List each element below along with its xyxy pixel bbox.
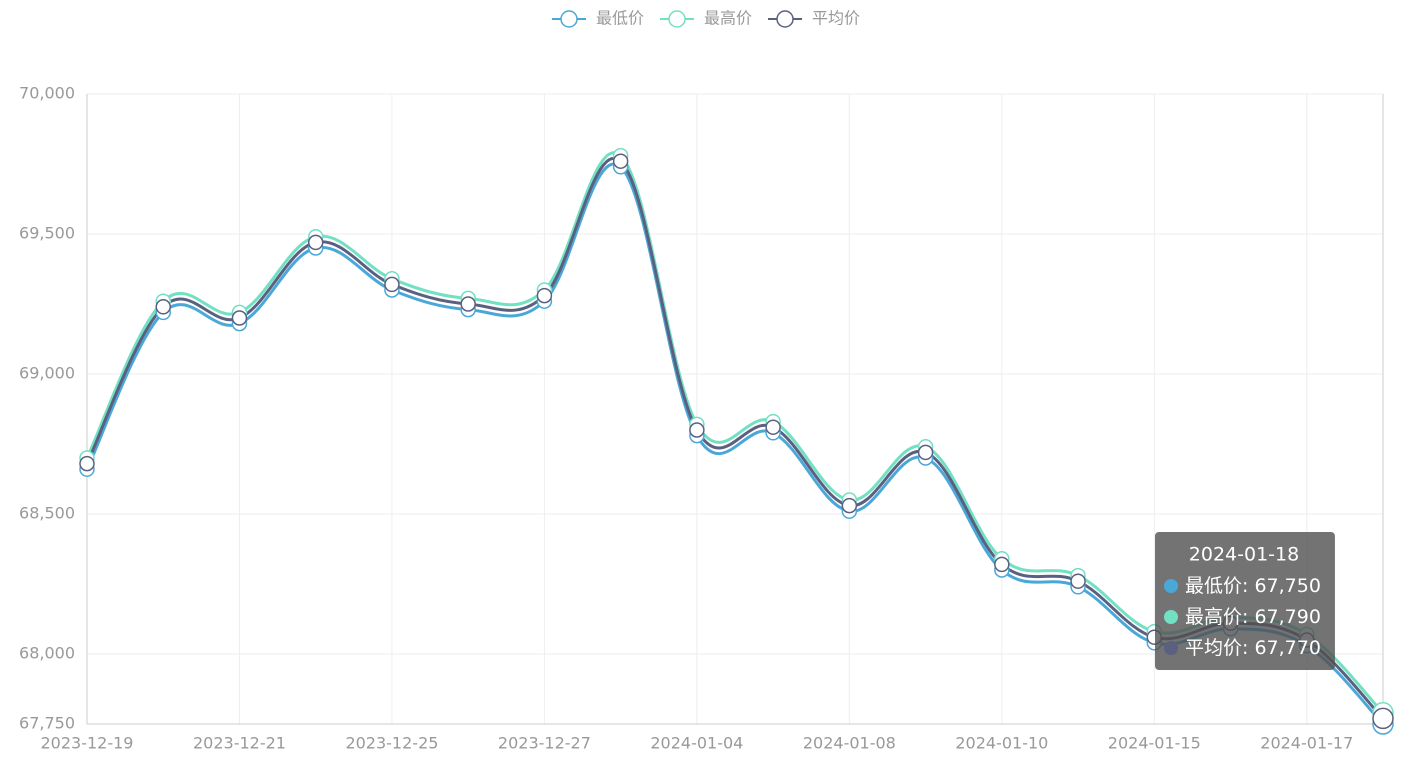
data-point — [155, 299, 171, 315]
y-tick-label: 69,000 — [19, 364, 75, 383]
data-point — [917, 444, 934, 461]
y-tick-label: 70,000 — [19, 84, 75, 103]
x-tick-label: 2023-12-19 — [41, 734, 134, 753]
tooltip-dot — [1164, 610, 1178, 624]
x-tick-label: 2024-01-04 — [650, 734, 743, 753]
tooltip-box — [1155, 532, 1335, 670]
tooltip-name: 最低价 — [1185, 575, 1242, 597]
tooltip-name: 最高价 — [1185, 606, 1242, 628]
legend-icon — [560, 10, 578, 28]
legend-label: 最低价 — [596, 9, 644, 28]
data-point — [689, 422, 705, 438]
y-tick-label: 69,500 — [19, 224, 75, 243]
legend-label: 平均价 — [812, 9, 860, 28]
y-tick-label: 68,500 — [19, 504, 75, 523]
legend-icon — [776, 10, 794, 28]
data-point — [841, 497, 858, 514]
tooltip-value: 67,770 — [1254, 637, 1320, 659]
data-point — [384, 276, 400, 293]
x-tick-label: 2023-12-27 — [498, 734, 591, 753]
tooltip-line: 平均价: 67,770 — [1185, 637, 1321, 659]
data-point — [231, 310, 248, 326]
data-point — [994, 556, 1010, 573]
tooltip: 2024-01-18 最低价: 67,750 最高价: 67,790 平均价: 67,… — [1155, 532, 1335, 670]
data-point — [79, 455, 95, 472]
x-tick-label: 2024-01-10 — [955, 734, 1048, 753]
x-tick-label: 2024-01-15 — [1108, 734, 1201, 753]
tooltip-title: 2024-01-18 — [1189, 544, 1299, 566]
tooltip-line: 最高价: 67,790 — [1185, 606, 1321, 628]
legend-label: 最高价 — [704, 9, 752, 28]
data-point — [765, 419, 781, 435]
series-line — [85, 162, 1385, 726]
data-point — [460, 296, 476, 312]
x-tick-label: 2023-12-25 — [345, 734, 438, 753]
data-point — [612, 153, 629, 169]
y-tick-label: 67,750 — [19, 714, 75, 733]
tooltip-name: 平均价 — [1185, 637, 1242, 659]
x-tick-label: 2024-01-08 — [803, 734, 896, 753]
legend-icon — [668, 10, 686, 28]
data-point — [536, 287, 553, 304]
data-point — [1070, 573, 1086, 589]
tooltip-dot — [1164, 641, 1178, 655]
tooltip-value: 67,790 — [1254, 606, 1320, 628]
y-tick-label: 68,000 — [19, 644, 75, 663]
tooltip-line: 最低价: 67,750 — [1185, 575, 1321, 597]
tooltip-dot — [1164, 579, 1178, 593]
tooltip-sep: : — [1242, 575, 1254, 597]
x-tick-label: 2024-01-17 — [1260, 734, 1353, 753]
data-point — [307, 234, 324, 251]
x-tick-label: 2023-12-21 — [193, 734, 286, 753]
tooltip-sep: : — [1242, 637, 1254, 659]
tooltip-value: 67,750 — [1254, 575, 1320, 597]
tooltip-sep: : — [1242, 606, 1254, 628]
legend: 最低价 最高价 平均价 — [552, 9, 860, 28]
data-point — [1372, 707, 1394, 730]
